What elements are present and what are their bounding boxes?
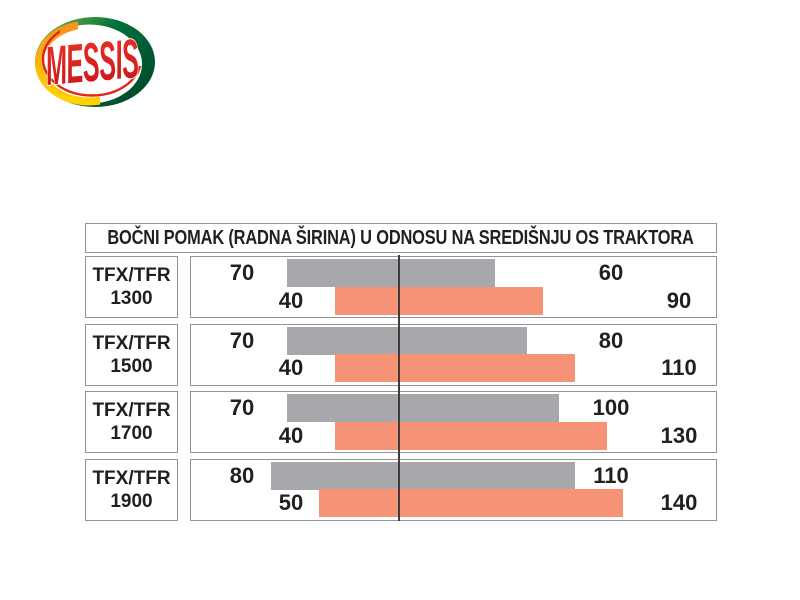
- gray-bar-left-value: 70: [229, 327, 255, 353]
- model-label-line2: 1900: [110, 490, 153, 512]
- gray-bar-right-value: 60: [598, 260, 624, 285]
- chart-title-box: BOČNI POMAK (RADNA ŠIRINA) U ODNOSU NA S…: [85, 223, 717, 253]
- bar-chart-cell: 70 80 40 110: [190, 323, 717, 386]
- orange-bar-left-value: 50: [278, 490, 304, 516]
- model-label-line2: 1300: [110, 288, 153, 309]
- gray-bar-left-value: 70: [229, 260, 255, 285]
- gray-bar: [287, 259, 495, 287]
- gray-bar-right-value: 80: [598, 327, 624, 353]
- gray-bar-left-value: 80: [229, 462, 255, 488]
- orange-bar-right-value: 130: [660, 422, 698, 448]
- model-label-line1: TFX/TFR: [92, 265, 171, 286]
- orange-bar-left-value: 40: [278, 355, 304, 381]
- model-label-line2: 1700: [110, 423, 153, 445]
- model-label-line2: 1500: [110, 355, 153, 377]
- gray-bar-right-value: 110: [593, 462, 629, 488]
- orange-bar: [335, 286, 543, 315]
- orange-bar: [335, 421, 607, 450]
- model-label-line1: TFX/TFR: [92, 332, 171, 354]
- gray-bar: [287, 394, 559, 423]
- chart-title: BOČNI POMAK (RADNA ŠIRINA) U ODNOSU NA S…: [107, 226, 695, 249]
- model-label-cell: TFX/TFR 1700: [85, 391, 178, 454]
- orange-bar-right-value: 90: [666, 287, 692, 313]
- model-label-cell: TFX/TFR 1500: [85, 323, 178, 386]
- bar-chart-cell: 70 60 40 90: [190, 256, 717, 318]
- model-label-cell: TFX/TFR 1900: [85, 458, 178, 521]
- gray-bar: [287, 326, 527, 355]
- orange-bar: [319, 489, 623, 518]
- gray-bar: [271, 461, 575, 490]
- model-label-cell: TFX/TFR 1300: [85, 256, 178, 318]
- model-label-line1: TFX/TFR: [92, 400, 171, 422]
- logo-wordmark: MESSIS: [42, 28, 142, 99]
- orange-bar: [335, 354, 575, 383]
- model-label-line1: TFX/TFR: [92, 467, 171, 489]
- messis-logo: MESSIS: [35, 17, 155, 107]
- bar-chart-cell: 70 100 40 130: [190, 391, 717, 454]
- orange-bar-right-value: 110: [661, 355, 697, 381]
- orange-bar-left-value: 40: [278, 422, 304, 448]
- orange-bar-right-value: 140: [660, 490, 698, 516]
- bar-chart-cell: 80 110 50 140: [190, 458, 717, 521]
- gray-bar-right-value: 100: [592, 395, 630, 421]
- logo-green-ring: [35, 17, 155, 107]
- orange-bar-left-value: 40: [278, 287, 304, 313]
- svg-text:MESSIS: MESSIS: [43, 28, 142, 98]
- gray-bar-left-value: 70: [229, 395, 255, 421]
- tractor-center-axis-line: [398, 255, 400, 521]
